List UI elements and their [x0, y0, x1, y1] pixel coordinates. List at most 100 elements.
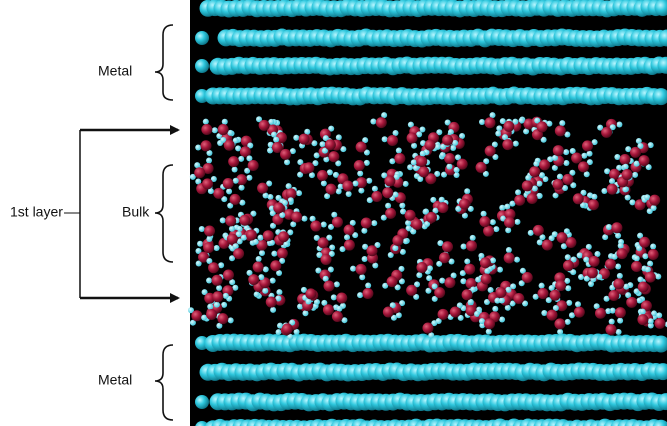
oxygen-atom: [582, 140, 593, 151]
metal-atom: [195, 31, 209, 45]
oxygen-atom: [280, 149, 291, 160]
hydrogen-atom: [206, 278, 212, 284]
oxygen-atom: [259, 120, 270, 131]
hydrogen-atom: [606, 224, 612, 230]
hydrogen-atom: [346, 191, 352, 197]
hydrogen-atom: [365, 282, 371, 288]
oxygen-atom: [442, 241, 453, 252]
hydrogen-atom: [206, 158, 212, 164]
hydrogen-atom: [336, 134, 342, 140]
hydrogen-atom: [439, 278, 445, 284]
oxygen-atom: [356, 264, 367, 275]
oxygen-atom: [248, 274, 259, 285]
oxygen-atom: [291, 211, 302, 222]
hydrogen-atom: [273, 137, 279, 143]
hydrogen-atom: [239, 185, 245, 191]
hydrogen-atom: [460, 278, 466, 284]
oxygen-atom: [203, 242, 214, 253]
oxygen-atom: [552, 179, 563, 190]
hydrogen-atom: [336, 188, 342, 194]
oxygen-atom: [426, 212, 437, 223]
hydrogen-atom: [514, 257, 520, 263]
hydrogen-atom: [229, 226, 235, 232]
oxygen-atom: [495, 287, 506, 298]
hydrogen-atom: [385, 203, 391, 209]
hydrogen-atom: [258, 235, 264, 241]
hydrogen-atom: [226, 188, 232, 194]
oxygen-atom: [344, 240, 355, 251]
oxygen-atom: [257, 183, 268, 194]
oxygen-atom: [601, 127, 612, 138]
hydrogen-atom: [197, 241, 203, 247]
hydrogen-atom: [647, 261, 653, 267]
hydrogen-atom: [203, 119, 209, 125]
oxygen-atom: [578, 161, 589, 172]
hydrogen-atom: [464, 258, 470, 264]
hydrogen-atom: [475, 277, 481, 283]
hydrogen-atom: [505, 227, 511, 233]
brace: [155, 165, 173, 262]
oxygen-atom: [573, 193, 584, 204]
hydrogen-atom: [218, 262, 224, 268]
oxygen-atom: [228, 156, 239, 167]
hydrogen-atom: [470, 235, 476, 241]
oxygen-atom: [223, 270, 234, 281]
oxygen-atom: [200, 140, 211, 151]
oxygen-atom: [538, 288, 549, 299]
oxygen-atom: [609, 169, 620, 180]
oxygen-atom: [587, 267, 598, 278]
hydrogen-atom: [557, 174, 563, 180]
oxygen-atom: [562, 174, 573, 185]
hydrogen-atom: [366, 178, 372, 184]
oxygen-atom: [208, 262, 219, 273]
hydrogen-atom: [254, 291, 260, 297]
hydrogen-atom: [505, 305, 511, 311]
hydrogen-atom: [493, 226, 499, 232]
oxygen-atom: [654, 318, 665, 329]
oxygen-atom: [522, 180, 533, 191]
oxygen-atom: [533, 225, 544, 236]
metal-label: Metal: [98, 63, 132, 79]
hydrogen-atom: [616, 329, 622, 335]
figure: Metal Bulk Metal 1st layer: [0, 0, 667, 426]
oxygen-atom: [547, 310, 558, 321]
hydrogen-atom: [270, 278, 276, 284]
oxygen-atom: [554, 318, 565, 329]
oxygen-atom: [336, 292, 347, 303]
hydrogen-atom: [357, 170, 363, 176]
oxygen-atom: [282, 323, 293, 334]
oxygen-atom: [376, 117, 387, 128]
oxygen-atom: [439, 252, 450, 263]
oxygen-atom: [384, 176, 395, 187]
hydrogen-atom: [271, 251, 277, 257]
metal-atom: [195, 59, 209, 73]
hydrogen-atom: [393, 192, 399, 198]
oxygen-atom: [277, 248, 288, 259]
oxygen-atom: [484, 117, 495, 128]
page: Metal Bulk Metal 1st layer (() => { cons…: [0, 0, 667, 426]
hydrogen-atom: [420, 151, 426, 157]
hydrogen-atom: [207, 304, 213, 310]
hydrogen-atom: [515, 189, 521, 195]
hydrogen-atom: [642, 253, 648, 259]
oxygen-atom: [444, 153, 455, 164]
oxygen-atom: [212, 275, 223, 286]
hydrogen-atom: [371, 220, 377, 226]
hydrogen-atom: [321, 222, 327, 228]
hydrogen-atom: [446, 164, 452, 170]
hydrogen-atom: [617, 273, 623, 279]
oxygen-atom: [224, 140, 235, 151]
oxygen-atom: [318, 237, 329, 248]
hydrogen-atom: [396, 148, 402, 154]
oxygen-atom: [555, 280, 566, 291]
oxygen-atom: [266, 297, 277, 308]
hydrogen-atom: [344, 234, 350, 240]
hydrogen-atom: [222, 119, 228, 125]
oxygen-atom: [639, 155, 650, 166]
oxygen-atom: [464, 264, 475, 275]
oxygen-atom: [382, 187, 393, 198]
oxygen-atom: [223, 178, 234, 189]
hydrogen-atom: [486, 329, 492, 335]
hydrogen-atom: [525, 175, 531, 181]
hydrogen-atom: [615, 263, 621, 269]
